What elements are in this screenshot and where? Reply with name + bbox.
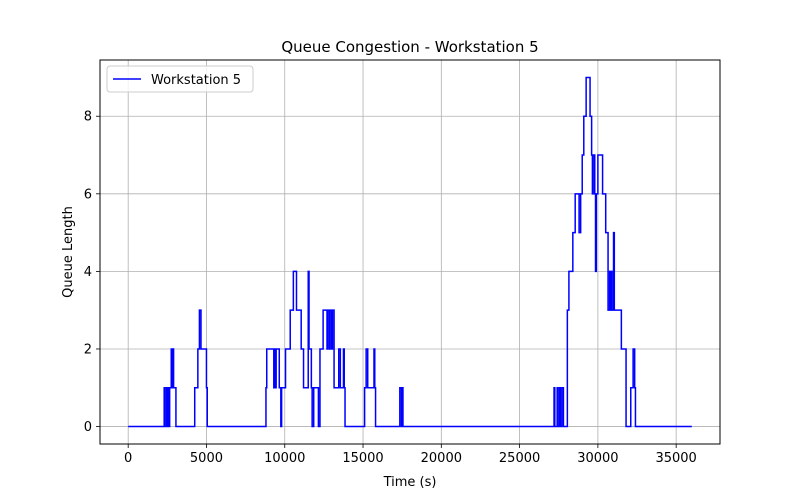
x-tick-label: 25000 <box>499 451 540 466</box>
series-layer <box>128 76 692 428</box>
x-tick-label: 35000 <box>655 451 696 466</box>
x-tick-label: 0 <box>124 451 132 466</box>
y-tick-label: 6 <box>84 187 92 202</box>
y-tick-label: 0 <box>84 420 92 435</box>
x-tick-label: 20000 <box>421 451 462 466</box>
x-axis: 0 5000 10000 15000 20000 25000 30000 35000 <box>124 444 697 466</box>
legend-box <box>106 65 254 93</box>
y-axis: 0 2 4 6 8 <box>84 110 100 435</box>
x-axis-label: Time (s) <box>383 475 437 490</box>
legend: Workstation 5 <box>106 65 254 93</box>
x-tick-label: 15000 <box>342 451 383 466</box>
x-tick-label: 30000 <box>577 451 618 466</box>
legend-entry: Workstation 5 <box>151 73 241 88</box>
chart-title: Queue Congestion - Workstation 5 <box>281 38 538 56</box>
y-tick-label: 4 <box>84 265 92 280</box>
x-tick-label: 5000 <box>190 451 223 466</box>
y-axis-label: Queue Length <box>61 206 76 298</box>
y-tick-label: 2 <box>84 342 92 357</box>
y-tick-label: 8 <box>84 110 92 125</box>
grid <box>100 60 720 444</box>
series-line <box>128 76 692 428</box>
x-tick-label: 10000 <box>264 451 305 466</box>
plot-frame <box>99 59 721 445</box>
